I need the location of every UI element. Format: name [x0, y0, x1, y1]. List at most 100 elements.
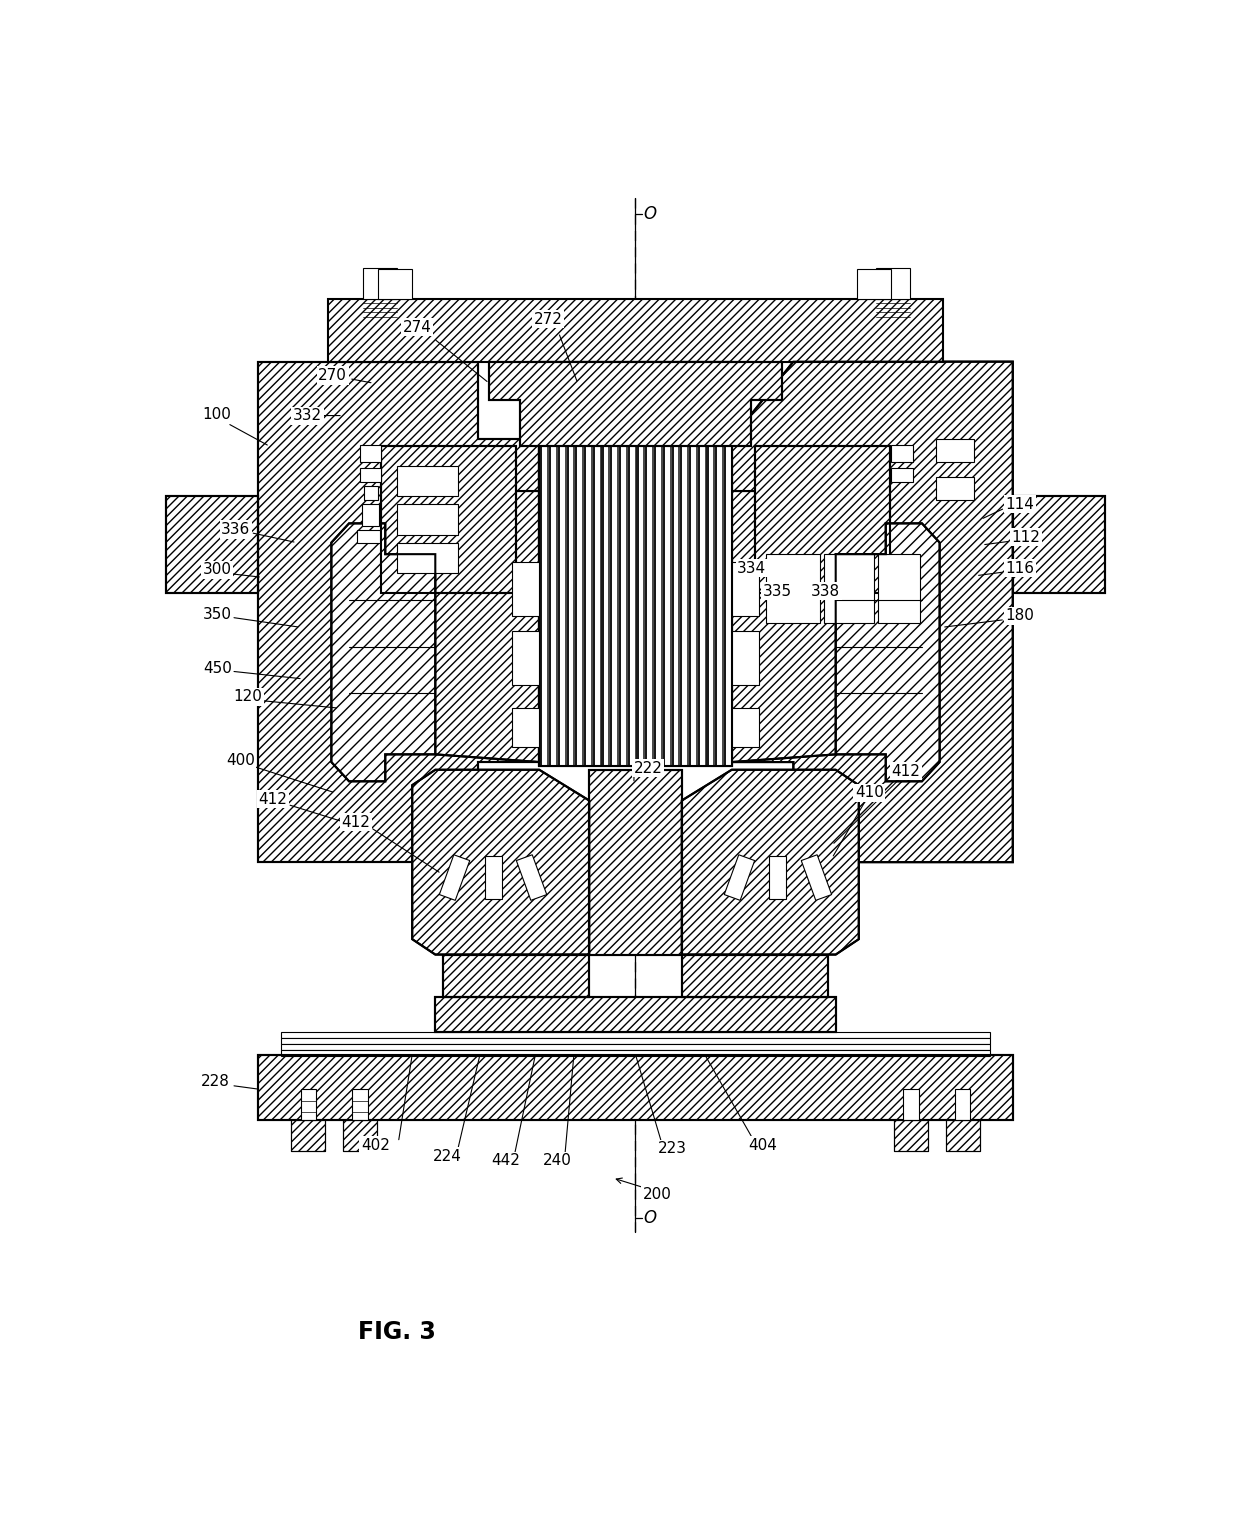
Bar: [609, 361, 618, 766]
Bar: [936, 438, 975, 461]
Bar: [691, 361, 696, 766]
Bar: [291, 1120, 325, 1150]
Bar: [574, 361, 583, 766]
Bar: [565, 361, 574, 766]
Polygon shape: [801, 855, 832, 900]
Polygon shape: [589, 769, 682, 955]
Text: 112: 112: [1012, 529, 1040, 544]
Bar: [656, 361, 661, 766]
Bar: [352, 1089, 367, 1120]
Bar: [662, 361, 671, 766]
Text: 336: 336: [221, 521, 250, 537]
Bar: [258, 1055, 1013, 1120]
Bar: [604, 361, 609, 766]
Polygon shape: [516, 855, 547, 900]
Polygon shape: [382, 446, 516, 592]
Bar: [591, 361, 600, 766]
Text: 350: 350: [203, 606, 232, 621]
Polygon shape: [417, 491, 539, 761]
Text: 224: 224: [433, 1149, 461, 1164]
Bar: [327, 298, 944, 361]
Bar: [682, 955, 828, 997]
Bar: [300, 1089, 316, 1120]
Text: 450: 450: [203, 661, 232, 675]
Bar: [936, 477, 975, 500]
Bar: [732, 631, 759, 684]
Bar: [706, 361, 714, 766]
Text: 180: 180: [1006, 608, 1034, 623]
Polygon shape: [412, 769, 589, 955]
Bar: [618, 361, 626, 766]
Bar: [360, 444, 382, 461]
Bar: [435, 997, 836, 1032]
Text: 332: 332: [293, 408, 322, 423]
Text: 116: 116: [1006, 560, 1034, 575]
Bar: [688, 361, 697, 766]
Bar: [343, 1120, 377, 1150]
Bar: [626, 361, 635, 766]
Bar: [892, 468, 913, 481]
Text: 300: 300: [203, 561, 232, 577]
Bar: [717, 361, 722, 766]
Bar: [343, 1120, 377, 1150]
Text: 223: 223: [658, 1141, 687, 1157]
Bar: [378, 269, 412, 298]
Bar: [512, 561, 539, 615]
Bar: [343, 1120, 377, 1150]
Bar: [825, 554, 874, 623]
Bar: [600, 361, 609, 766]
Bar: [699, 361, 704, 766]
Bar: [365, 486, 378, 500]
Text: 400: 400: [226, 754, 254, 767]
Bar: [894, 1120, 928, 1150]
Bar: [443, 955, 589, 997]
Bar: [732, 707, 759, 746]
Text: 114: 114: [1006, 497, 1034, 512]
Bar: [397, 466, 459, 497]
Bar: [357, 529, 379, 543]
Bar: [578, 361, 582, 766]
Polygon shape: [1013, 497, 1105, 592]
Text: O: O: [644, 1209, 656, 1227]
Bar: [671, 361, 680, 766]
Bar: [946, 1120, 980, 1150]
Text: 335: 335: [763, 583, 791, 598]
Bar: [946, 1120, 980, 1150]
Polygon shape: [724, 855, 755, 900]
Bar: [621, 361, 626, 766]
Text: 402: 402: [361, 1138, 389, 1154]
Bar: [258, 1055, 1013, 1120]
Bar: [892, 444, 913, 461]
Bar: [946, 1120, 980, 1150]
Bar: [363, 268, 397, 298]
Polygon shape: [166, 497, 258, 592]
Polygon shape: [485, 857, 501, 898]
Bar: [539, 361, 732, 766]
Bar: [559, 361, 564, 766]
Bar: [557, 361, 565, 766]
Bar: [435, 997, 836, 1032]
Bar: [894, 1120, 928, 1150]
Bar: [587, 361, 591, 766]
Bar: [878, 554, 920, 623]
Bar: [397, 504, 459, 535]
Bar: [291, 1120, 325, 1150]
Bar: [595, 361, 600, 766]
Bar: [443, 955, 589, 997]
Text: 338: 338: [811, 583, 841, 598]
Text: 270: 270: [319, 368, 347, 383]
Polygon shape: [258, 361, 539, 863]
Bar: [542, 361, 547, 766]
Bar: [697, 361, 706, 766]
Text: O: O: [644, 205, 656, 223]
Bar: [875, 268, 910, 298]
Bar: [645, 361, 653, 766]
Polygon shape: [836, 523, 940, 781]
Text: 334: 334: [737, 560, 766, 575]
Bar: [653, 361, 662, 766]
Text: FIG. 3: FIG. 3: [358, 1320, 436, 1344]
Text: 274: 274: [403, 320, 432, 334]
Bar: [635, 361, 645, 766]
Text: 200: 200: [642, 1187, 672, 1203]
Bar: [647, 361, 652, 766]
